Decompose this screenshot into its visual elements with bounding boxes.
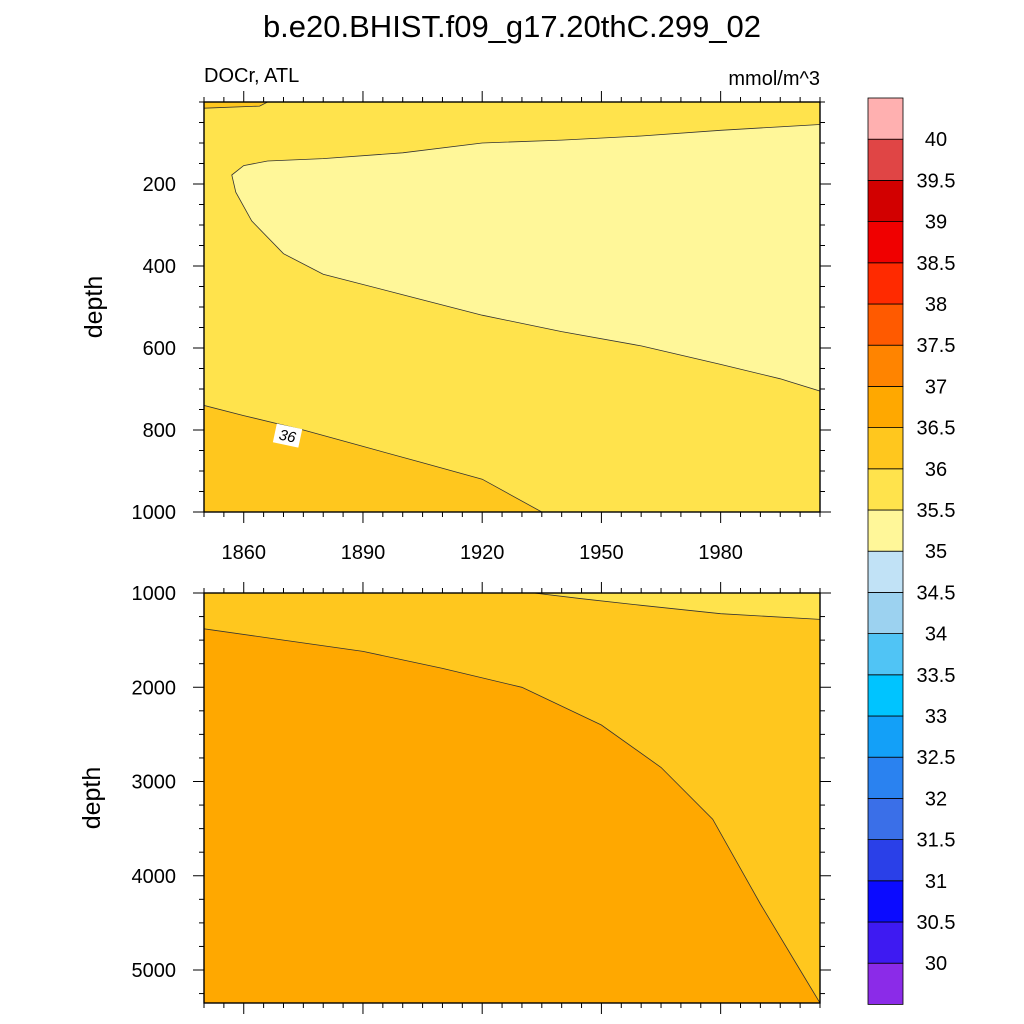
colorbar-swatch-2	[867, 880, 904, 923]
colorbar-label-18: 39	[925, 212, 947, 234]
colorbar-label-17: 38.5	[917, 253, 956, 275]
colorbar-swatch-15	[867, 344, 904, 387]
colorbar-label-20: 40	[925, 129, 947, 151]
upper-y-tick-label-1000: 1000	[132, 502, 177, 524]
colorbar-swatch-17	[867, 262, 904, 305]
colorbar: 30 30.5 31 31.5 32 32.5 33 33.5 34 34.5 35 35.5 36 36…	[867, 97, 956, 1005]
colorbar-swatch-4	[867, 798, 904, 841]
svg-text:36: 36	[277, 427, 297, 447]
lower-y-tick-label-3000: 3000	[132, 772, 177, 794]
colorbar-label-12: 36	[925, 459, 947, 481]
units-subtitle: mmol/m^3	[728, 68, 820, 90]
colorbar-label-5: 32.5	[917, 747, 956, 769]
colorbar-label-19: 39.5	[917, 170, 956, 192]
colorbar-label-7: 33.5	[917, 665, 956, 687]
upper-contour-region-1	[231, 124, 820, 392]
colorbar-swatch-21	[867, 97, 904, 140]
colorbar-swatch-19	[867, 179, 904, 222]
colorbar-swatch-1	[867, 921, 904, 964]
colorbar-label-3: 31.5	[917, 830, 956, 852]
colorbar-label-4: 32	[925, 788, 947, 810]
colorbar-label-16: 38	[925, 294, 947, 316]
colorbar-label-1: 30.5	[917, 912, 956, 934]
lower-contour-region-2	[204, 628, 820, 1003]
colorbar-swatch-9	[867, 592, 904, 635]
colorbar-swatch-5	[867, 756, 904, 799]
colorbar-label-6: 33	[925, 706, 947, 728]
upper-y-tick-label-200: 200	[143, 174, 176, 196]
x-tick-label-1860: 1860	[221, 542, 266, 564]
colorbar-swatch-14	[867, 385, 904, 428]
variable-subtitle: DOCr, ATL	[204, 65, 299, 87]
figure-title: b.e20.BHIST.f09_g17.20thC.299_02	[263, 9, 761, 44]
colorbar-swatch-3	[867, 839, 904, 882]
colorbar-label-15: 37.5	[917, 335, 956, 357]
lower-y-tick-label-4000: 4000	[132, 866, 177, 888]
colorbar-label-0: 30	[925, 953, 947, 975]
x-tick-label-1920: 1920	[460, 542, 505, 564]
upper-y-tick-label-800: 800	[143, 420, 176, 442]
upper-y-tick-label-400: 400	[143, 256, 176, 278]
upper-contour-region-3	[204, 102, 268, 109]
upper-y-tick-label-600: 600	[143, 338, 176, 360]
upper-contour-label-0: 36	[272, 423, 303, 448]
upper-panel: 1860 1890 1920 1950 1980 200 400 600 800 1000 36	[132, 91, 831, 564]
colorbar-swatch-10	[867, 550, 904, 593]
lower-contour-region-1	[533, 593, 820, 620]
colorbar-label-11: 35.5	[917, 500, 956, 522]
lower-plot-frame	[203, 592, 821, 1004]
colorbar-swatch-16	[867, 303, 904, 346]
colorbar-label-13: 36.5	[917, 418, 956, 440]
lower-y-axis-label: depth	[78, 767, 106, 830]
lower-y-tick-label-1000: 1000	[132, 583, 177, 605]
colorbar-label-10: 35	[925, 541, 947, 563]
lower-panel: 1000 2000 3000 4000 5000	[132, 582, 831, 1014]
colorbar-swatch-8	[867, 633, 904, 676]
upper-y-axis-label: depth	[80, 276, 108, 339]
x-tick-label-1950: 1950	[579, 542, 624, 564]
lower-y-tick-label-5000: 5000	[132, 960, 177, 982]
colorbar-label-14: 37	[925, 376, 947, 398]
colorbar-swatch-20	[867, 138, 904, 181]
lower-y-tick-label-2000: 2000	[132, 677, 177, 699]
colorbar-swatch-11	[867, 509, 904, 552]
colorbar-swatch-7	[867, 674, 904, 717]
colorbar-label-8: 34	[925, 624, 947, 646]
colorbar-label-2: 31	[925, 871, 947, 893]
x-tick-label-1890: 1890	[341, 542, 386, 564]
x-tick-label-1980: 1980	[698, 542, 743, 564]
colorbar-swatch-13	[867, 427, 904, 470]
colorbar-label-9: 34.5	[917, 582, 956, 604]
colorbar-swatch-0	[867, 962, 904, 1005]
colorbar-swatch-12	[867, 468, 904, 511]
colorbar-swatch-6	[867, 715, 904, 758]
colorbar-swatch-18	[867, 221, 904, 264]
